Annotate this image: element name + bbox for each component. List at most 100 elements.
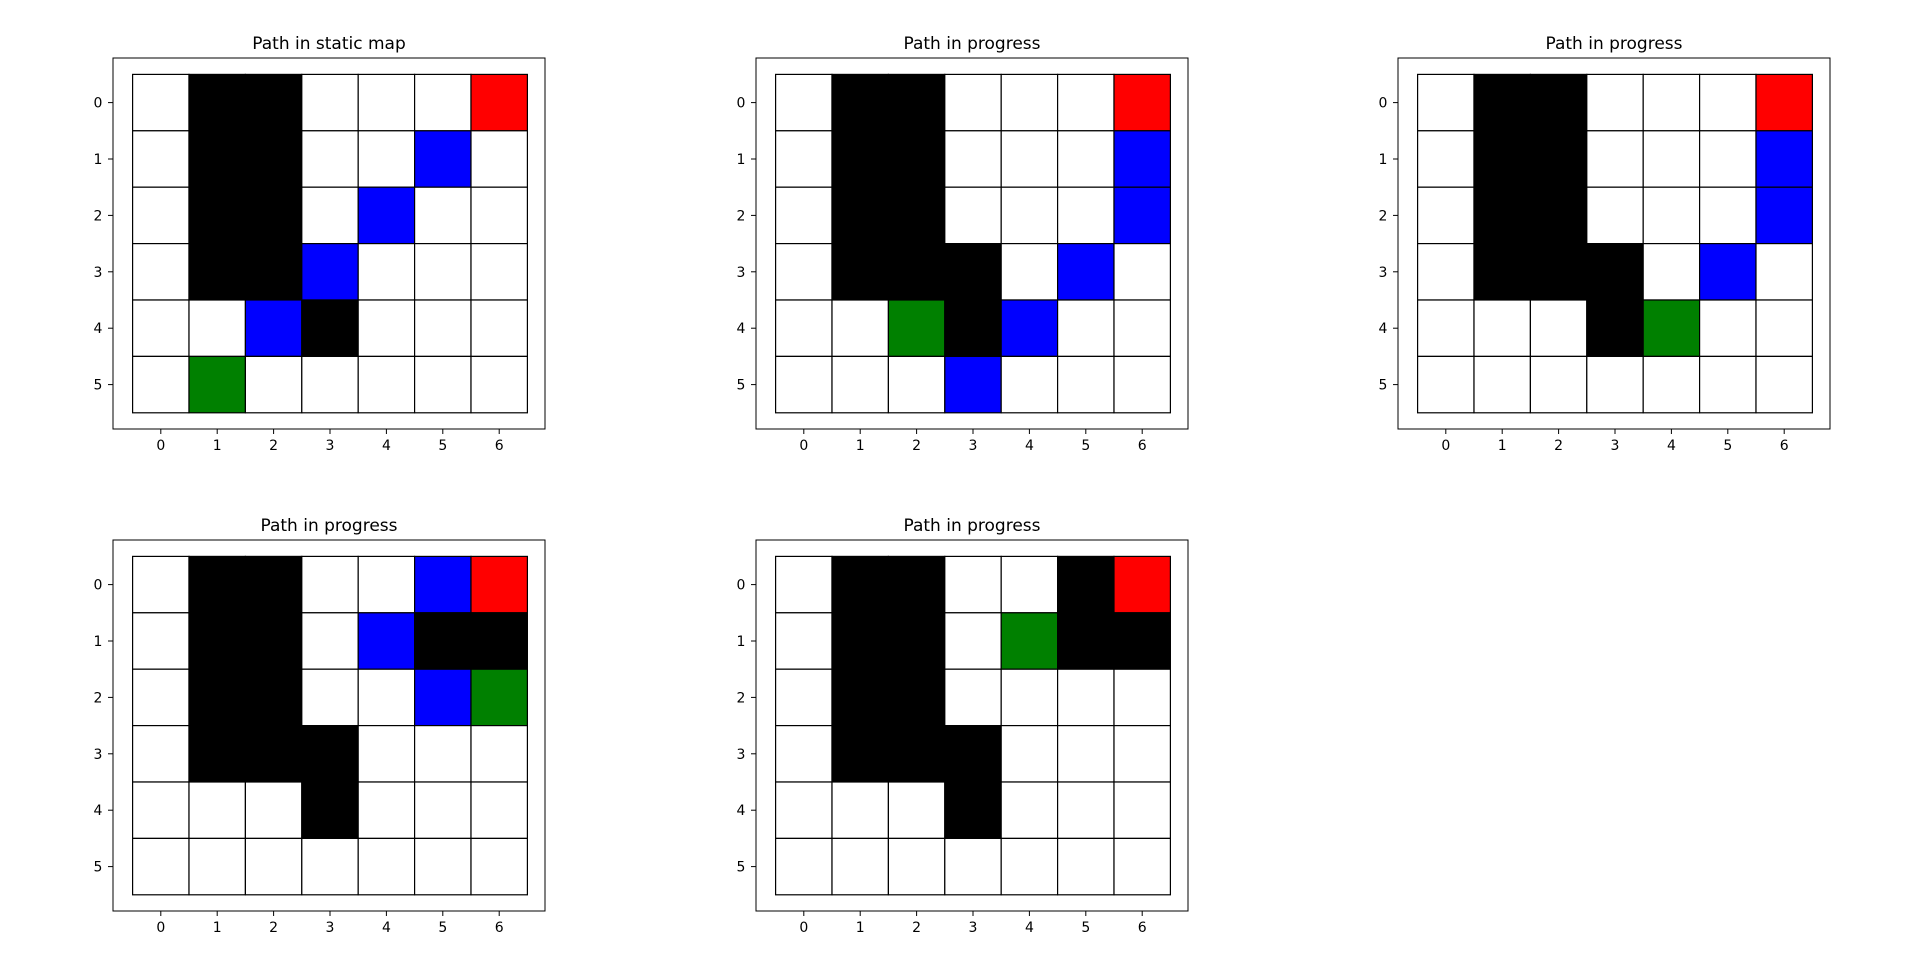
axes-frame: [112, 539, 546, 912]
free-cell: [414, 355, 472, 414]
obstacle-cell: [188, 243, 247, 301]
y-tick-label: 2: [737, 690, 746, 706]
path-cell: [357, 612, 416, 670]
start-cell: [1642, 299, 1701, 358]
free-cell: [774, 299, 833, 358]
free-cell: [132, 73, 190, 132]
subplot-title: Path in progress: [1545, 34, 1682, 54]
y-tick-label: 5: [1379, 378, 1388, 394]
x-tick-label: 2: [1554, 438, 1563, 454]
obstacle-cell: [188, 130, 247, 188]
y-tick-label: 0: [1379, 96, 1388, 112]
free-cell: [1416, 243, 1475, 301]
free-cell: [357, 555, 416, 614]
free-cell: [244, 355, 303, 414]
free-cell: [1416, 130, 1475, 188]
free-cell: [1056, 724, 1115, 783]
free-cell: [1586, 130, 1644, 188]
x-tick-label: 5: [438, 438, 447, 454]
free-cell: [470, 186, 529, 245]
free-cell: [1056, 668, 1115, 727]
goal-cell: [1755, 73, 1814, 132]
free-cell: [470, 243, 529, 301]
free-cell: [774, 555, 833, 614]
obstacle-cell: [887, 130, 946, 188]
free-cell: [1529, 355, 1588, 414]
free-cell: [1755, 299, 1814, 358]
free-cell: [1000, 724, 1059, 783]
free-cell: [944, 837, 1002, 896]
obstacle-cell: [887, 668, 946, 727]
x-tick-label: 4: [1025, 438, 1034, 454]
free-cell: [831, 355, 890, 414]
y-tick-label: 4: [737, 803, 746, 819]
goal-cell: [470, 73, 529, 132]
obstacle-cell: [887, 186, 946, 245]
free-cell: [301, 668, 359, 727]
free-cell: [414, 299, 472, 358]
x-tick-label: 3: [326, 920, 335, 936]
free-cell: [1642, 186, 1701, 245]
path-cell: [414, 130, 472, 188]
free-cell: [1642, 243, 1701, 301]
path-cell: [244, 299, 303, 358]
y-tick-label: 5: [94, 860, 103, 876]
obstacle-cell: [887, 724, 946, 783]
subplot-0: Path in static map 0 1 2 3 4 5 6 0 1 2 3 4 5: [94, 34, 546, 454]
obstacle-cell: [1529, 186, 1588, 245]
free-cell: [414, 73, 472, 132]
free-cell: [774, 130, 833, 188]
free-cell: [774, 612, 833, 670]
obstacle-cell: [1586, 299, 1644, 358]
path-cell: [1056, 243, 1115, 301]
start-cell: [188, 355, 247, 414]
obstacle-cell: [887, 243, 946, 301]
free-cell: [1056, 186, 1115, 245]
free-cell: [1000, 243, 1059, 301]
free-cell: [1113, 243, 1172, 301]
free-cell: [1642, 130, 1701, 188]
x-tick-label: 2: [912, 920, 921, 936]
free-cell: [774, 355, 833, 414]
free-cell: [357, 73, 416, 132]
free-cell: [301, 130, 359, 188]
free-cell: [774, 73, 833, 132]
start-cell: [470, 668, 529, 727]
free-cell: [301, 186, 359, 245]
goal-cell: [1113, 555, 1172, 614]
axes-frame: [755, 57, 1189, 430]
free-cell: [1473, 355, 1532, 414]
obstacle-cell: [1056, 612, 1115, 670]
free-cell: [1755, 243, 1814, 301]
free-cell: [188, 781, 247, 840]
path-cell: [414, 555, 472, 614]
y-tick-label: 1: [94, 152, 103, 168]
free-cell: [357, 130, 416, 188]
free-cell: [357, 724, 416, 783]
obstacle-cell: [831, 243, 890, 301]
free-cell: [774, 668, 833, 727]
free-cell: [357, 781, 416, 840]
free-cell: [1698, 73, 1757, 132]
obstacle-cell: [188, 612, 247, 670]
free-cell: [244, 781, 303, 840]
y-tick-label: 1: [1379, 152, 1388, 168]
obstacle-cell: [1473, 73, 1532, 132]
path-cell: [1755, 130, 1814, 188]
y-tick-label: 4: [737, 321, 746, 337]
obstacle-cell: [188, 724, 247, 783]
axes-frame: [755, 539, 1189, 912]
path-cell: [1698, 243, 1757, 301]
obstacle-cell: [944, 299, 1002, 358]
free-cell: [1056, 130, 1115, 188]
free-cell: [1056, 837, 1115, 896]
x-tick-label: 6: [495, 438, 504, 454]
x-tick-label: 3: [1611, 438, 1620, 454]
obstacle-cell: [1473, 186, 1532, 245]
obstacle-cell: [414, 612, 472, 670]
x-tick-label: 3: [969, 438, 978, 454]
obstacle-cell: [301, 724, 359, 783]
x-tick-label: 0: [156, 438, 165, 454]
y-tick-label: 2: [737, 208, 746, 224]
free-cell: [1642, 355, 1701, 414]
